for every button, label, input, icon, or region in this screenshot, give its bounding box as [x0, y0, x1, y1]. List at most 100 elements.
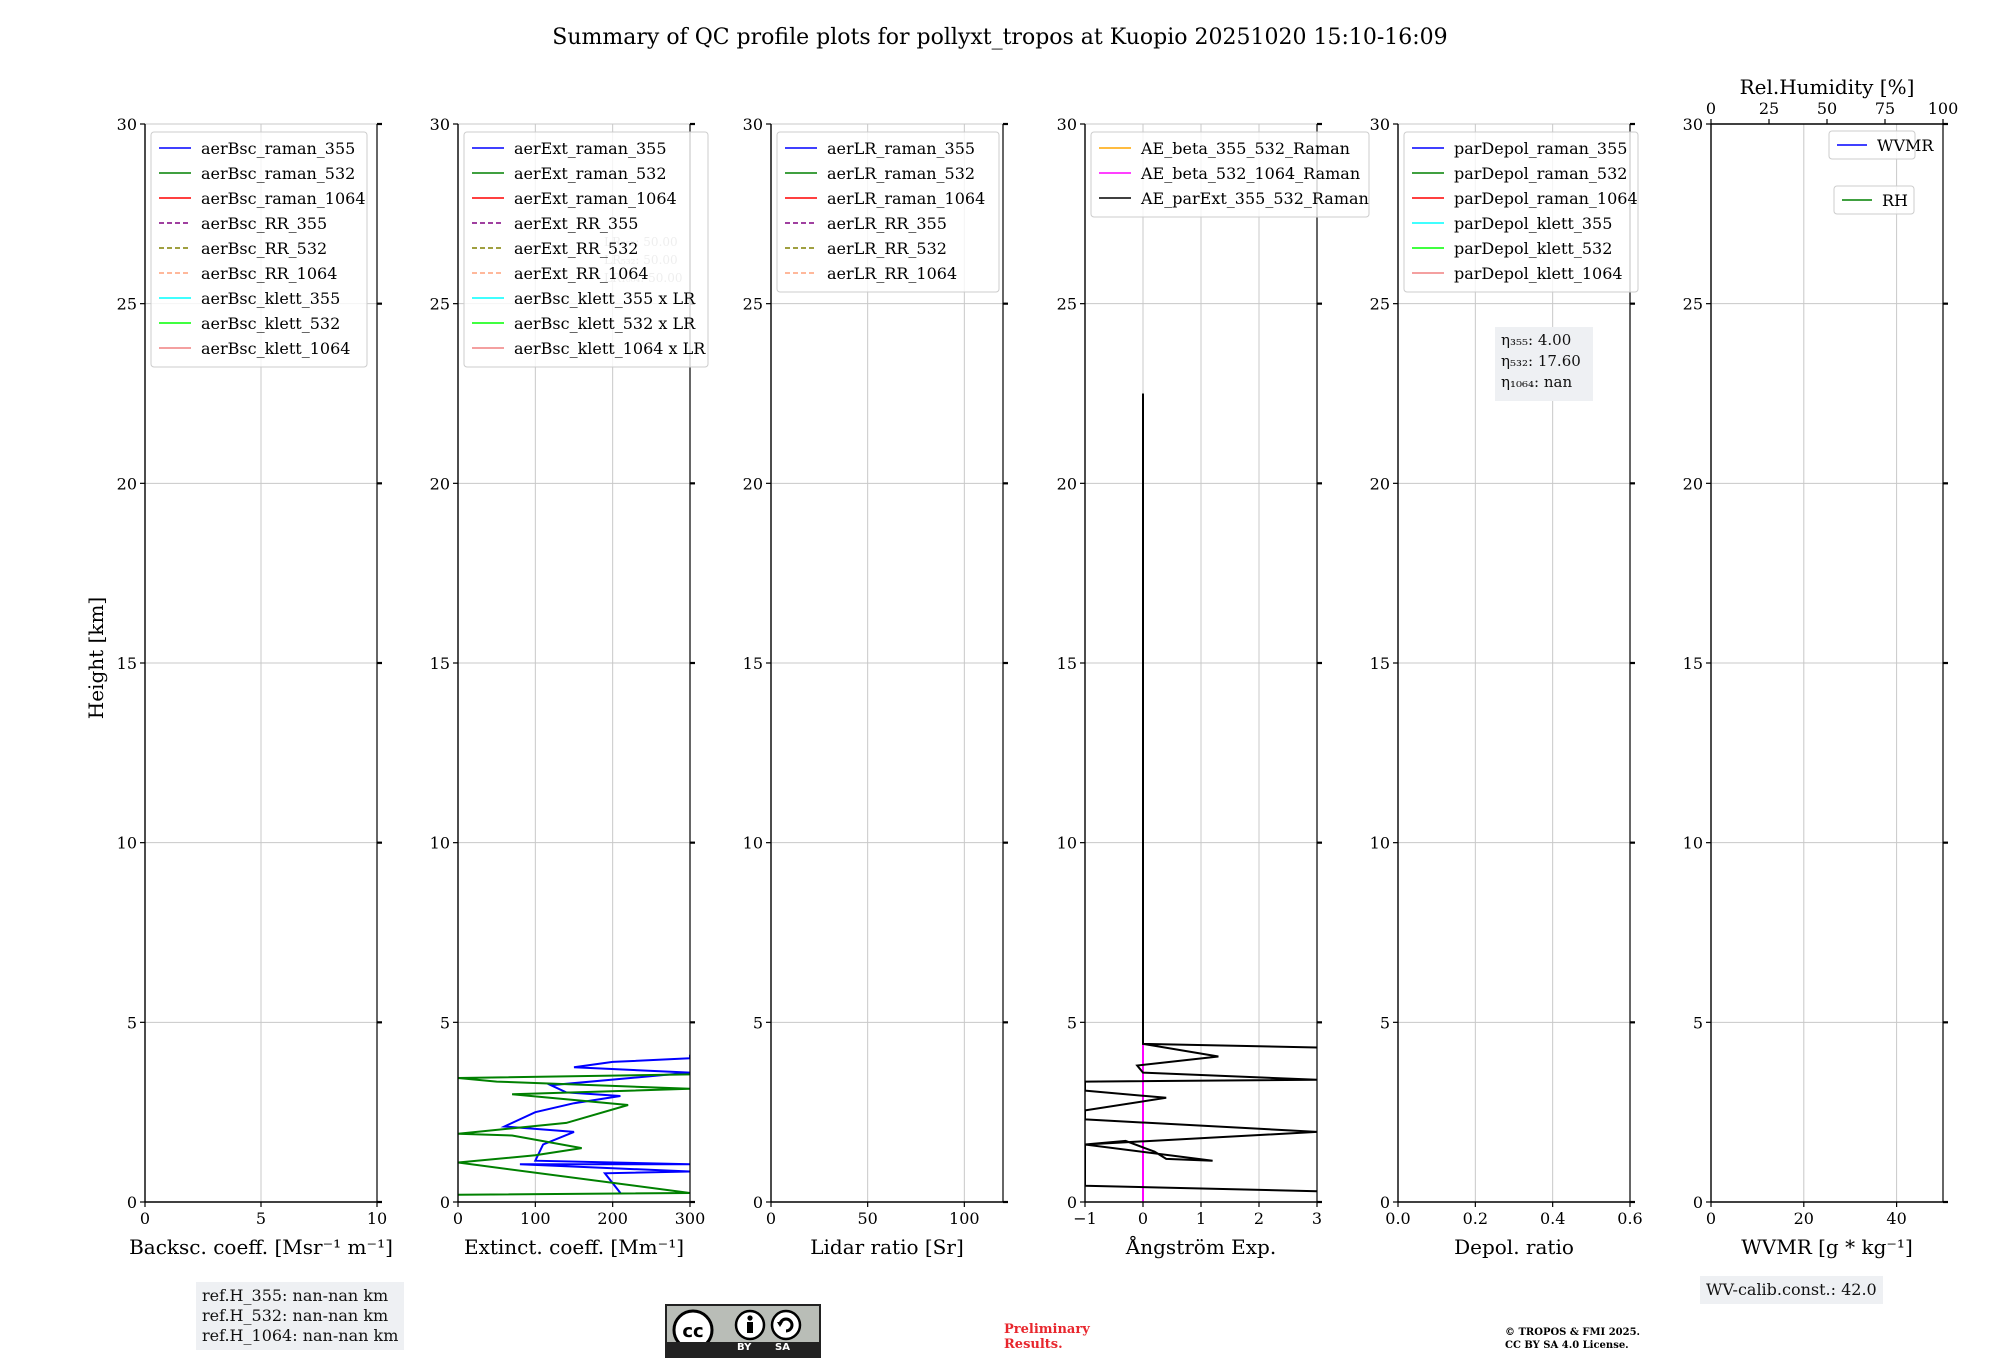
x-tick-label: 0 — [140, 1209, 150, 1228]
series-aerext-raman-355 — [500, 1054, 690, 1194]
y-tick-label: 0 — [127, 1193, 137, 1212]
legend-label-aerbsc-klett-532-x-lr: aerBsc_klett_532 x LR — [514, 314, 696, 333]
y-tick-label: 10 — [430, 834, 450, 853]
y-tick-label: 30 — [1370, 115, 1390, 134]
x-tick-label: 3 — [1312, 1209, 1322, 1228]
y-tick-label: 30 — [743, 115, 763, 134]
y-tick-label: 15 — [1370, 654, 1390, 673]
x-tick-label: 0.4 — [1540, 1209, 1565, 1228]
preliminary-line-1: Preliminary — [1004, 1322, 1090, 1337]
series-aerext-raman-532 — [458, 1073, 690, 1196]
preliminary-results-note: Preliminary Results. — [1004, 1322, 1090, 1352]
svg-text:cc: cc — [682, 1321, 703, 1342]
reference-height-box: ref.H_355: nan-nan km ref.H_532: nan-nan… — [196, 1282, 405, 1350]
annotation-text: η₅₃₂: 17.60 — [1501, 352, 1581, 370]
legend-label-aerbsc-raman-355: aerBsc_raman_355 — [201, 139, 355, 158]
y-tick-label: 10 — [743, 834, 763, 853]
y-axis-label: Height [km] — [84, 597, 108, 719]
y-tick-label: 15 — [430, 654, 450, 673]
cc-license-badge: cc BY SA — [665, 1304, 821, 1358]
annotation-text: η₁₀₆₄: nan — [1501, 373, 1572, 391]
legend-label-aerlr-rr-1064: aerLR_RR_1064 — [827, 264, 957, 283]
legend-label-aerlr-raman-1064: aerLR_raman_1064 — [827, 189, 985, 208]
legend-label-aerbsc-rr-1064: aerBsc_RR_1064 — [201, 264, 337, 283]
legend-box-rh — [1833, 185, 1915, 215]
ref-height-532: ref.H_532: nan-nan km — [202, 1306, 389, 1325]
y-tick-label: 5 — [1067, 1013, 1077, 1032]
legend-label-aerbsc-klett-532: aerBsc_klett_532 — [201, 314, 340, 333]
wv-calib-constant: WV-calib.const.: 42.0 — [1706, 1280, 1877, 1299]
x-tick-label: 2 — [1254, 1209, 1264, 1228]
x-tick-label: 50 — [857, 1209, 877, 1228]
top-x-tick-label: 100 — [1928, 99, 1959, 118]
legend-label-pardepol-raman-532: parDepol_raman_532 — [1454, 164, 1627, 183]
y-tick-label: 0 — [1693, 1193, 1703, 1212]
y-tick-label: 10 — [1370, 834, 1390, 853]
x-tick-label: 0 — [453, 1209, 463, 1228]
legend-label-aerbsc-klett-1064: aerBsc_klett_1064 — [201, 339, 350, 358]
x-axis-label: Depol. ratio — [1454, 1235, 1574, 1259]
legend: aerBsc_raman_355 aerBsc_raman_532 aerBsc_r… — [150, 131, 368, 368]
y-tick-label: 5 — [1380, 1013, 1390, 1032]
y-tick-label: 5 — [127, 1013, 137, 1032]
legend-label-ae-beta-355-532-raman: AE_beta_355_532_Raman — [1140, 139, 1350, 158]
y-tick-label: 30 — [430, 115, 450, 134]
cc-icon: cc — [672, 1309, 802, 1342]
y-tick-label: 30 — [1057, 115, 1077, 134]
legend: AE_beta_355_532_Raman AE_beta_532_1064_Ra… — [1090, 131, 1370, 218]
legend-label-aerbsc-raman-1064: aerBsc_raman_1064 — [201, 189, 366, 208]
x-tick-label: 200 — [597, 1209, 628, 1228]
legend-label-aerlr-rr-532: aerLR_RR_532 — [827, 239, 947, 258]
panel-3: 0 5 10 15 20 25 30 0 50 100 Lidar ratio [Sr] aerLR_… — [743, 115, 1008, 1259]
x-tick-label: 5 — [256, 1209, 266, 1228]
y-tick-label: 10 — [1683, 834, 1703, 853]
annotation-text: η₃₅₅: 4.00 — [1501, 331, 1571, 349]
x-tick-label: 0.0 — [1385, 1209, 1410, 1228]
y-tick-label: 20 — [743, 474, 763, 493]
y-tick-label: 25 — [1683, 295, 1703, 314]
y-tick-label: 20 — [1057, 474, 1077, 493]
legend-label-ae-parext-355-532-raman: AE_parExt_355_532_Raman — [1140, 189, 1369, 208]
legend-label-ae-beta-532-1064-raman: AE_beta_532_1064_Raman — [1140, 164, 1360, 183]
legend-label-aerext-rr-1064: aerExt_RR_1064 — [514, 264, 649, 283]
x-tick-label: 300 — [675, 1209, 706, 1228]
legend-label-aerext-raman-355: aerExt_raman_355 — [514, 139, 667, 158]
y-tick-label: 15 — [743, 654, 763, 673]
legend: aerExt_raman_355 aerExt_raman_532 aerExt_r… — [463, 131, 709, 368]
legend: parDepol_raman_355 parDepol_raman_532 parD… — [1403, 131, 1639, 293]
legend-label-aerbsc-raman-532: aerBsc_raman_532 — [201, 164, 355, 183]
cc-by-label: BY — [737, 1342, 752, 1353]
y-tick-label: 10 — [1057, 834, 1077, 853]
legend-label-aerext-raman-1064: aerExt_raman_1064 — [514, 189, 677, 208]
x-tick-label: 0.6 — [1617, 1209, 1642, 1228]
legend-box — [1403, 131, 1639, 293]
panel-5: 0 5 10 15 20 25 30 0.0 0.2 0.4 0.6 Depol. ratio η₃₅₅… — [1370, 115, 1643, 1259]
top-x-tick-label: 25 — [1759, 99, 1779, 118]
legend-label-wvmr: WVMR — [1877, 136, 1934, 155]
cc-sa-label: SA — [775, 1342, 790, 1353]
x-tick-label: 0 — [1138, 1209, 1148, 1228]
y-tick-label: 20 — [1370, 474, 1390, 493]
legend-label-aerext-rr-532: aerExt_RR_532 — [514, 239, 638, 258]
y-tick-label: 25 — [1057, 295, 1077, 314]
legend-label-aerlr-raman-355: aerLR_raman_355 — [827, 139, 975, 158]
x-axis-label: WVMR [g * kg⁻¹] — [1741, 1235, 1913, 1259]
y-tick-label: 5 — [753, 1013, 763, 1032]
annotation-box — [1495, 327, 1593, 401]
y-tick-label: 0 — [753, 1193, 763, 1212]
y-tick-label: 30 — [117, 115, 137, 134]
y-tick-label: 25 — [743, 295, 763, 314]
x-tick-label: 0 — [1706, 1209, 1716, 1228]
copyright-note: © TROPOS & FMI 2025. CC BY SA 4.0 Licens… — [1505, 1326, 1640, 1352]
top-x-tick-label: 50 — [1817, 99, 1837, 118]
y-tick-label: 15 — [117, 654, 137, 673]
x-tick-label: 100 — [949, 1209, 980, 1228]
legend-box — [776, 131, 1000, 293]
legend-box — [150, 131, 368, 368]
x-axis-label: Extinct. coeff. [Mm⁻¹] — [464, 1235, 684, 1259]
legend: WVMR RH — [1828, 130, 1934, 215]
x-axis-label: Ångström Exp. — [1125, 1234, 1276, 1259]
y-tick-label: 0 — [440, 1193, 450, 1212]
legend-label-aerbsc-rr-532: aerBsc_RR_532 — [201, 239, 327, 258]
